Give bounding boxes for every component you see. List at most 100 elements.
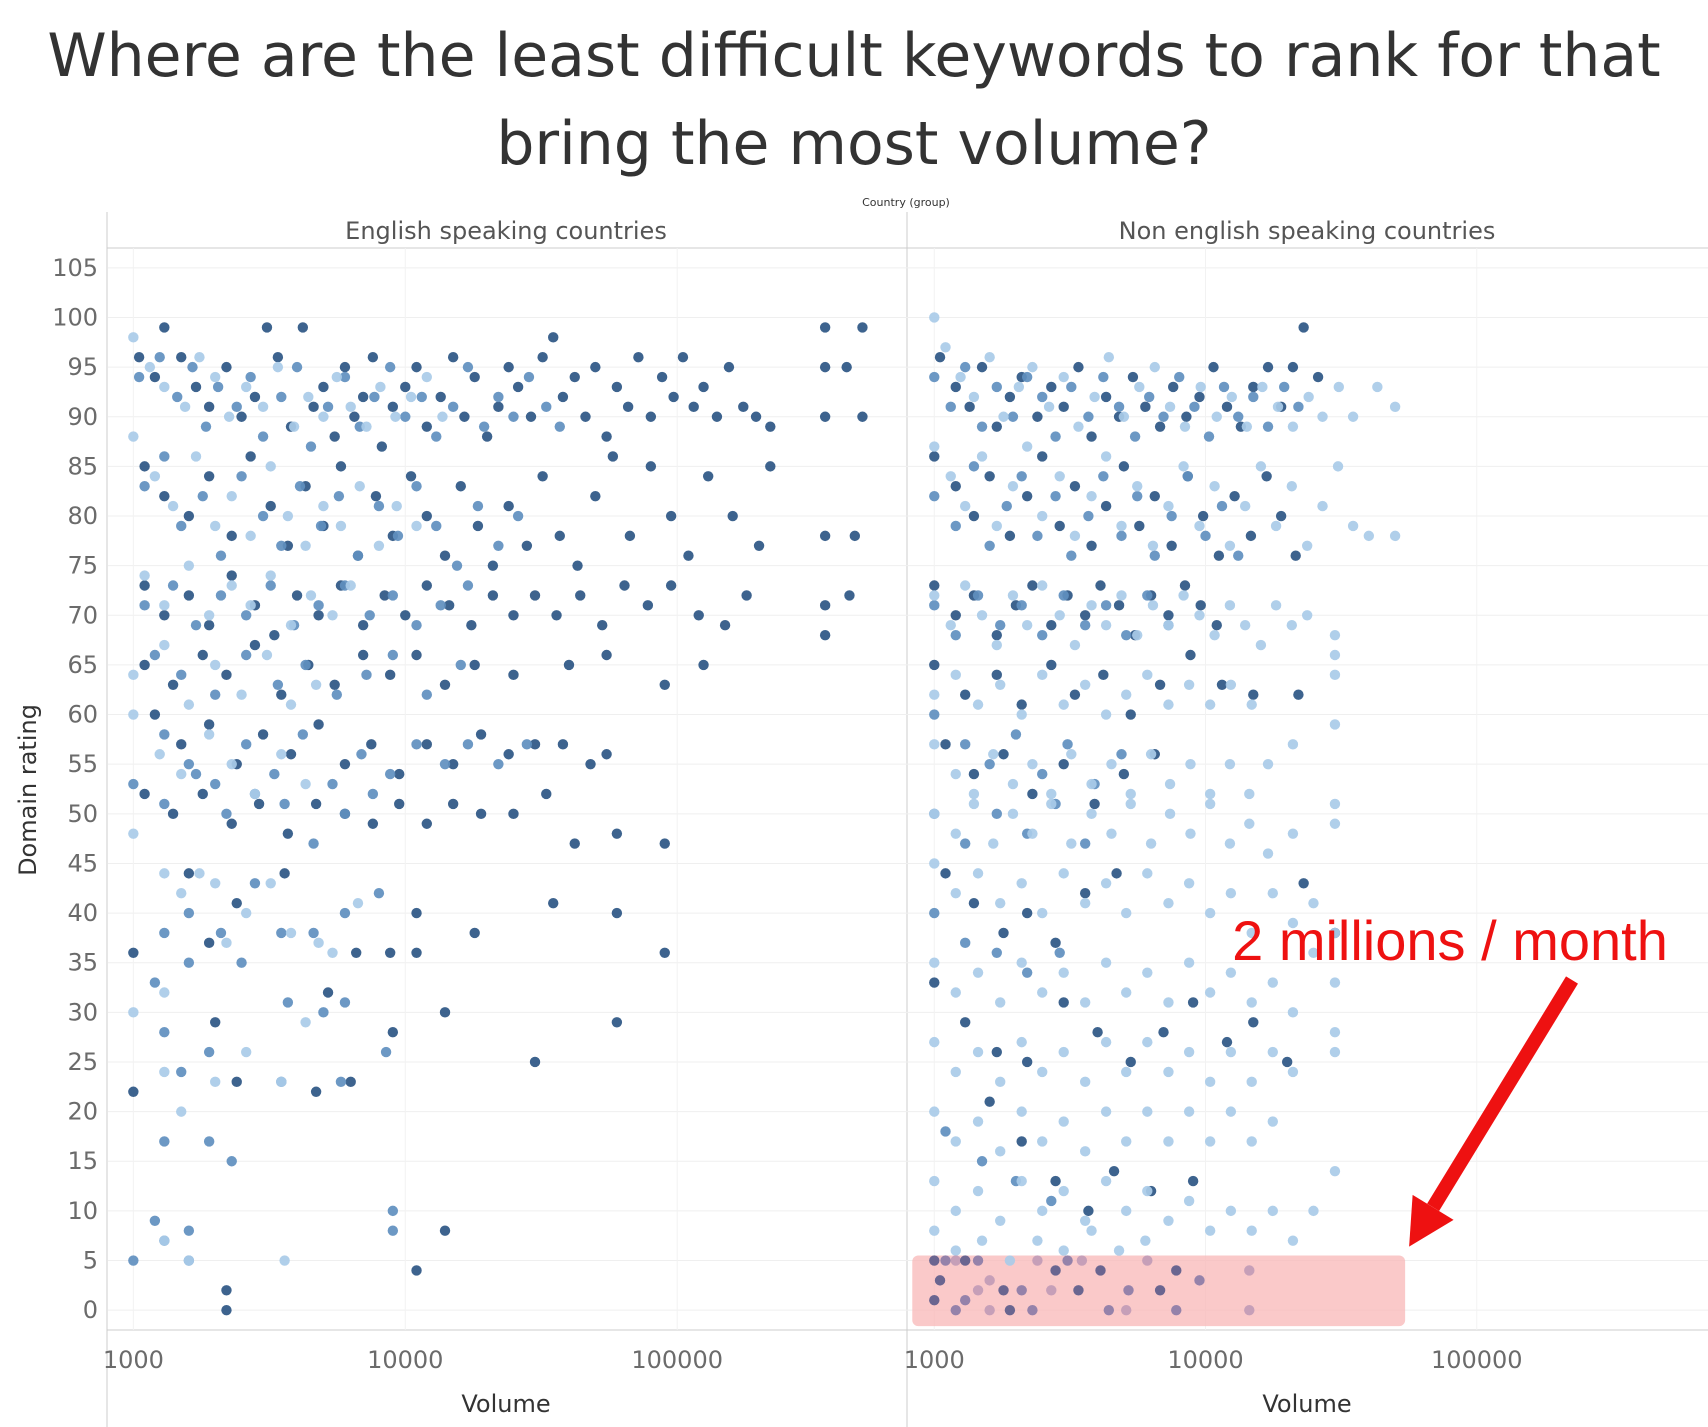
scatter-point xyxy=(656,371,668,383)
scatter-point xyxy=(376,441,388,452)
scatter-point xyxy=(1079,838,1091,849)
scatter-point xyxy=(439,1225,451,1236)
scatter-point xyxy=(1027,788,1038,800)
scatter-point xyxy=(1182,471,1193,482)
scatter-point xyxy=(1083,411,1094,422)
scatter-point xyxy=(288,421,300,432)
scatter-point xyxy=(149,977,161,988)
scatter-point xyxy=(1013,381,1025,393)
scatter-point xyxy=(1197,510,1209,522)
scatter-point xyxy=(1069,481,1081,492)
x-tick-label: 10000 xyxy=(367,1346,443,1374)
scatter-point xyxy=(1246,1225,1257,1236)
x-tick-label: 10000 xyxy=(1167,1346,1243,1374)
scatter-point xyxy=(1183,679,1195,690)
scatter-point xyxy=(159,1027,170,1038)
scatter-point xyxy=(1058,1185,1069,1197)
scatter-point xyxy=(1225,1046,1237,1058)
scatter-point xyxy=(819,600,831,611)
scatter-point xyxy=(462,361,474,373)
highlight-point xyxy=(1004,1304,1016,1316)
highlight-point xyxy=(1244,1265,1255,1276)
scatter-point xyxy=(203,719,215,730)
scatter-point xyxy=(1329,719,1341,730)
scatter-point xyxy=(327,610,338,621)
scatter-point xyxy=(665,580,677,591)
scatter-point xyxy=(1248,381,1259,393)
scatter-point xyxy=(1270,600,1282,611)
scatter-point xyxy=(221,669,232,681)
scatter-point xyxy=(551,610,562,621)
scatter-point xyxy=(1248,689,1259,700)
scatter-point xyxy=(1287,1235,1299,1246)
scatter-point xyxy=(1303,391,1314,403)
scatter-point xyxy=(269,768,280,780)
scatter-point xyxy=(972,699,984,710)
scatter-point xyxy=(1116,590,1127,601)
scatter-point xyxy=(421,818,433,829)
scatter-point xyxy=(765,461,776,472)
scatter-point xyxy=(139,600,150,611)
scatter-point xyxy=(139,461,150,472)
scatter-point xyxy=(972,1116,984,1127)
scatter-point xyxy=(1329,977,1341,988)
scatter-point xyxy=(1016,699,1027,710)
scatter-point xyxy=(1329,649,1341,661)
scatter-point xyxy=(339,808,351,820)
scatter-point xyxy=(929,907,940,919)
scatter-point xyxy=(276,391,287,403)
scatter-point xyxy=(384,768,396,780)
scatter-point xyxy=(167,808,179,820)
scatter-point xyxy=(1329,798,1341,810)
scatter-point xyxy=(1103,351,1115,363)
scatter-point xyxy=(279,1255,290,1266)
scatter-point xyxy=(1244,818,1255,829)
scatter-point xyxy=(1275,510,1287,522)
scatter-point xyxy=(665,510,677,522)
scatter-point xyxy=(1016,1175,1027,1187)
scatter-point xyxy=(929,659,940,671)
scatter-point xyxy=(1145,749,1157,760)
scatter-point xyxy=(349,411,360,422)
scatter-point xyxy=(318,1007,329,1018)
scatter-point xyxy=(493,758,504,770)
scatter-point xyxy=(411,520,422,532)
scatter-point xyxy=(597,620,608,631)
scatter-point xyxy=(929,580,940,591)
scatter-point xyxy=(285,620,297,631)
scatter-point xyxy=(339,758,351,770)
y-tick-label: 105 xyxy=(52,254,98,282)
scatter-point xyxy=(387,401,399,413)
scatter-point xyxy=(1187,997,1199,1008)
scatter-point xyxy=(1100,620,1112,631)
scatter-point xyxy=(128,709,139,720)
scatter-point xyxy=(940,739,951,750)
scatter-point xyxy=(950,481,961,492)
scatter-point xyxy=(221,1285,232,1296)
scatter-point xyxy=(285,927,297,939)
scatter-point xyxy=(1154,679,1166,690)
scatter-point xyxy=(1287,828,1299,839)
scatter-point xyxy=(226,1156,237,1167)
scatter-point xyxy=(1086,778,1097,790)
scatter-point xyxy=(276,689,287,700)
scatter-point xyxy=(1204,788,1216,800)
scatter-point xyxy=(176,739,187,750)
scatter-point xyxy=(1142,967,1153,978)
scatter-point xyxy=(1073,361,1084,373)
scatter-point xyxy=(1132,481,1143,492)
scatter-point xyxy=(841,361,852,373)
scatter-point xyxy=(1111,868,1122,879)
scatter-point xyxy=(154,351,165,363)
scatter-point xyxy=(236,689,247,700)
scatter-point xyxy=(1164,401,1176,413)
scatter-point xyxy=(1287,421,1299,432)
scatter-point xyxy=(240,649,252,661)
x-tick-label: 100000 xyxy=(631,1346,723,1374)
scatter-point xyxy=(1233,411,1244,422)
scatter-point xyxy=(1086,600,1097,611)
scatter-point xyxy=(1007,808,1019,820)
scatter-point xyxy=(240,610,252,621)
scatter-point xyxy=(1037,1205,1048,1217)
scatter-point xyxy=(1058,868,1069,879)
